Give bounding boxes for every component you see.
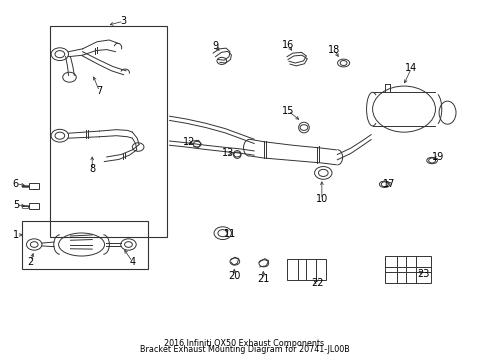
Text: 22: 22 <box>310 278 323 288</box>
Text: 21: 21 <box>257 274 269 284</box>
Text: 13: 13 <box>221 148 233 158</box>
Text: 18: 18 <box>327 45 339 55</box>
Text: 14: 14 <box>405 63 417 73</box>
Bar <box>22 205 28 208</box>
Text: 2016 Infiniti QX50 Exhaust Components: 2016 Infiniti QX50 Exhaust Components <box>164 339 324 348</box>
Bar <box>384 256 430 283</box>
Bar <box>286 259 325 280</box>
Text: 15: 15 <box>281 106 294 116</box>
Bar <box>22 221 147 269</box>
Text: 2: 2 <box>28 257 34 266</box>
Text: 23: 23 <box>416 269 428 279</box>
Text: 11: 11 <box>224 229 236 239</box>
Text: 4: 4 <box>129 257 135 266</box>
Text: Bracket Exhaust Mounting Diagram for 20741-JL00B: Bracket Exhaust Mounting Diagram for 207… <box>140 345 348 354</box>
Text: 9: 9 <box>212 41 218 51</box>
Text: 12: 12 <box>183 137 195 147</box>
Bar <box>22 185 28 188</box>
Text: 19: 19 <box>431 152 443 162</box>
Bar <box>29 183 39 189</box>
Text: 10: 10 <box>315 194 327 204</box>
Text: 5: 5 <box>13 200 19 210</box>
Bar <box>29 203 39 209</box>
Text: 16: 16 <box>281 40 294 50</box>
Text: 7: 7 <box>96 86 102 96</box>
Text: 20: 20 <box>228 271 241 281</box>
Text: 1: 1 <box>13 230 20 240</box>
Text: 3: 3 <box>121 16 126 26</box>
Text: 6: 6 <box>13 179 19 189</box>
Text: 8: 8 <box>89 165 95 174</box>
Bar <box>50 26 167 237</box>
Text: 17: 17 <box>383 179 395 189</box>
